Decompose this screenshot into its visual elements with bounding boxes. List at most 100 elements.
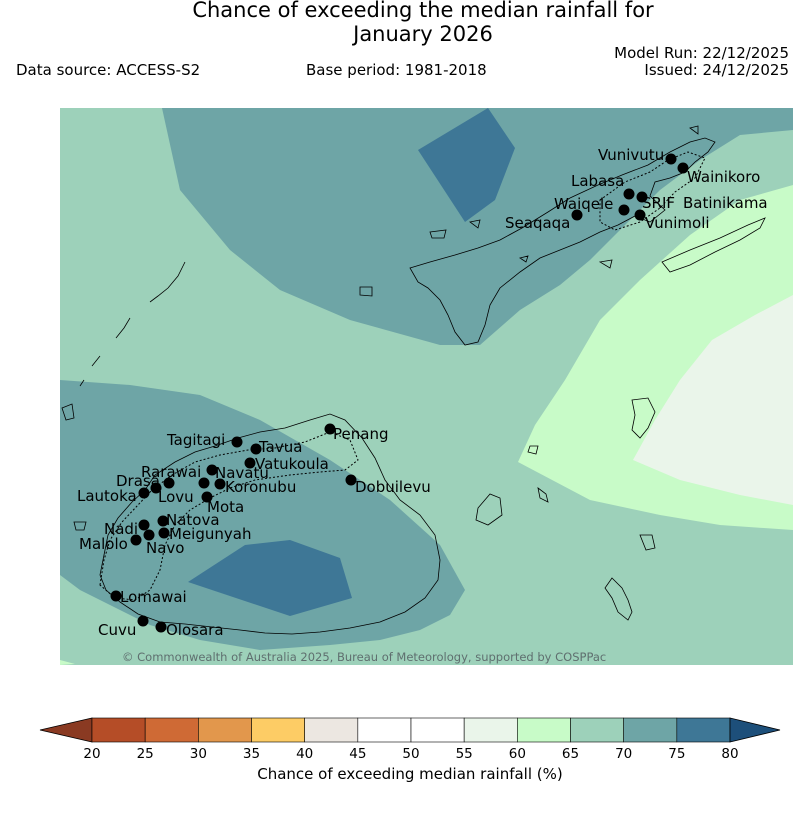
colorbar-tick-label: 80 — [721, 746, 738, 762]
colorbar-bin — [570, 717, 624, 743]
colorbar-bin — [144, 717, 199, 743]
colorbar-bins — [91, 717, 731, 743]
colorbar-tick-label: 35 — [243, 746, 260, 762]
islet-2 — [475, 493, 503, 526]
colorbar-bin — [91, 717, 146, 743]
colorbar-tick-label: 70 — [615, 746, 632, 762]
marker-lomawai[interactable] — [110, 590, 122, 602]
marker-drasa[interactable] — [163, 477, 175, 489]
marker-navatu[interactable] — [198, 477, 210, 489]
colorbar-bin — [623, 717, 678, 743]
label-penang: Penang — [333, 425, 388, 443]
marker-lautoka[interactable] — [138, 487, 150, 499]
zone-75-80-north — [418, 108, 515, 222]
label-wainikoro: Wainikoro — [687, 168, 760, 186]
colorbar-tick-label: 30 — [190, 746, 207, 762]
label-meigunyah: Meigunyah — [169, 525, 251, 543]
marker-vatukoula[interactable] — [244, 457, 256, 469]
probability-fill — [60, 108, 793, 665]
marker-koronubu[interactable] — [214, 478, 226, 490]
label-natova: Natova — [166, 511, 220, 529]
islet-3 — [639, 534, 656, 551]
colorbar-tick-label: 25 — [137, 746, 154, 762]
marker-meigunyah[interactable] — [158, 527, 170, 539]
marker-penang[interactable] — [324, 423, 336, 435]
label-batinikama: Batinikama — [683, 194, 768, 212]
colorbar-tick-label: 40 — [296, 746, 313, 762]
colorbar-tick-label: 55 — [456, 746, 473, 762]
marker-mota[interactable] — [201, 491, 213, 503]
colorbar-tick-label: 65 — [562, 746, 579, 762]
marker-cuvu[interactable] — [137, 615, 149, 627]
vanua-levu-coast — [409, 137, 716, 346]
colorbar-tick-label: 60 — [509, 746, 526, 762]
data-source: Data source: ACCESS-S2 — [16, 61, 201, 79]
marker-waiqele[interactable] — [618, 204, 630, 216]
label-dobuilevu: Dobuilevu — [355, 478, 431, 496]
labasa-district — [599, 151, 706, 231]
marker-batinikama[interactable] — [636, 191, 648, 203]
marker-tagitagi[interactable] — [231, 436, 243, 448]
marker-wainikoro[interactable] — [677, 162, 689, 174]
marker-olosara[interactable] — [155, 621, 167, 633]
colorbar-bin — [357, 717, 412, 743]
colorbar-tick-label: 50 — [402, 746, 419, 762]
copyright-notice: © Commonwealth of Australia 2025, Bureau… — [122, 650, 606, 664]
marker-vunimoli[interactable] — [634, 209, 646, 221]
colorbar-tick-label: 75 — [668, 746, 685, 762]
label-vunimoli: Vunimoli — [645, 214, 710, 232]
run-info: Model Run: 22/12/2025 Issued: 24/12/2025 — [614, 45, 789, 79]
kadavu-coast — [604, 577, 633, 621]
islet-5 — [527, 445, 539, 455]
zone-55-60-east — [633, 295, 793, 505]
colorbar-bin — [463, 717, 518, 743]
coastlines — [61, 125, 766, 635]
label-tavua: Tavua — [258, 438, 302, 456]
colorbar-bin — [251, 717, 305, 743]
marker-navo[interactable] — [143, 529, 155, 541]
islet-8 — [73, 521, 87, 531]
marker-vunivutu[interactable] — [665, 153, 677, 165]
title-line-1: Chance of exceeding the median rainfall … — [192, 0, 654, 22]
label-lautoka: Lautoka — [77, 487, 137, 505]
label-navatu: Navatu — [215, 464, 269, 482]
label-rarawai: Rarawai — [141, 463, 201, 481]
label-koronubu: Koronubu — [225, 478, 296, 496]
label-vunivutu: Vunivutu — [598, 146, 664, 164]
label-malolo: Malolo — [79, 535, 128, 553]
label-labasa: Labasa — [571, 172, 624, 190]
marker-malolo[interactable] — [130, 534, 142, 546]
marker-rarawai[interactable] — [206, 464, 218, 476]
label-cuvu: Cuvu — [98, 621, 136, 639]
marker-labasa[interactable] — [623, 188, 635, 200]
label-tagitagi: Tagitagi — [166, 431, 225, 449]
title-line-2: January 2026 — [353, 22, 493, 46]
colorbar-extend-high — [729, 717, 781, 743]
marker-seaqaqa[interactable] — [571, 209, 583, 221]
label-nadi: Nadi — [104, 520, 138, 538]
marker-tavua[interactable] — [250, 443, 262, 455]
colorbar-extend-low — [39, 717, 93, 743]
marker-dobuilevu[interactable] — [345, 474, 357, 486]
marker-lovu[interactable] — [150, 482, 162, 494]
islet-6 — [537, 487, 549, 503]
label-seaqaqa: Seaqaqa — [505, 214, 570, 232]
islet-1 — [631, 397, 656, 439]
lau-islands — [429, 125, 699, 269]
label-navo: Navo — [146, 539, 184, 557]
islet-7 — [61, 403, 75, 421]
label-drasa: Drasa — [116, 472, 160, 490]
label-lovu: Lovu — [158, 488, 194, 506]
marker-nadi[interactable] — [138, 519, 150, 531]
zone-60-65-corner — [60, 660, 75, 665]
colorbar-tick-label: 45 — [349, 746, 366, 762]
islet-4 — [359, 286, 373, 297]
colorbar-title: Chance of exceeding median rainfall (%) — [257, 765, 563, 783]
taveuni-coast — [661, 217, 766, 273]
marker-natova[interactable] — [157, 515, 169, 527]
base-period: Base period: 1981-2018 — [306, 61, 487, 79]
colorbar-bin — [198, 717, 252, 743]
model-run: Model Run: 22/12/2025 — [614, 44, 789, 62]
colorbar: 20 25 30 35 40 45 50 55 60 65 70 75 80 — [39, 717, 781, 762]
